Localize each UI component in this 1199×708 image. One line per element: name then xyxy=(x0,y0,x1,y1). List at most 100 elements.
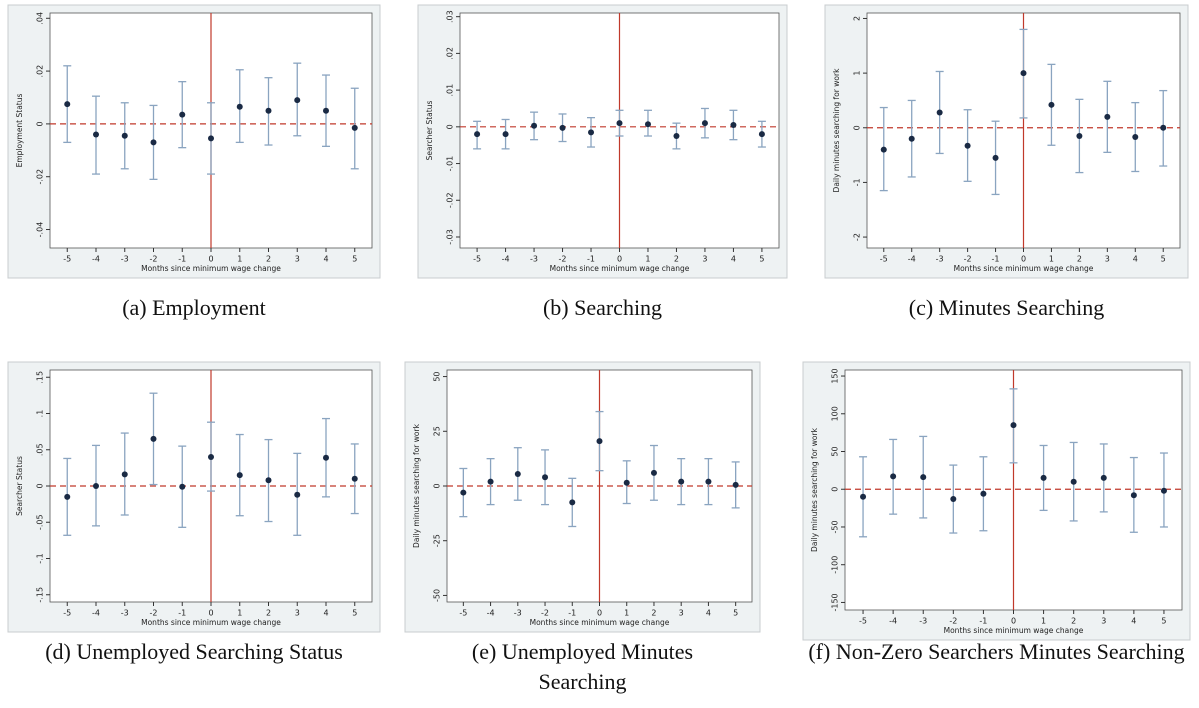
x-tick-label: 0 xyxy=(617,255,622,264)
x-tick-label: -2 xyxy=(150,255,158,264)
point-estimate xyxy=(460,489,467,496)
x-tick-label: 1 xyxy=(645,255,650,264)
point-estimate xyxy=(758,131,765,138)
y-tick-label: 0 xyxy=(433,483,442,488)
x-tick-label: 5 xyxy=(352,255,357,264)
y-tick-label: 2 xyxy=(853,16,862,21)
y-axis-label: Searcher Status xyxy=(425,101,434,161)
x-tick-label: -1 xyxy=(178,609,186,618)
point-estimate xyxy=(559,124,566,131)
y-tick-label: 100 xyxy=(831,406,840,421)
y-tick-label: -.02 xyxy=(36,169,45,185)
point-estimate xyxy=(1048,101,1055,108)
point-estimate xyxy=(616,120,623,127)
point-estimate xyxy=(351,475,358,482)
caption: (e) Unemployed Minutes Searching xyxy=(471,639,694,694)
x-tick-label: -1 xyxy=(587,255,595,264)
x-tick-label: 5 xyxy=(759,255,764,264)
x-tick-label: 0 xyxy=(597,609,602,618)
point-estimate xyxy=(150,139,157,146)
x-tick-label: -3 xyxy=(121,255,129,264)
point-estimate xyxy=(860,493,867,500)
point-estimate xyxy=(1076,132,1083,139)
caption: (f) Non-Zero Searchers Minutes Searching xyxy=(808,639,1185,664)
point-estimate xyxy=(673,133,680,140)
x-tick-label: -5 xyxy=(459,609,467,618)
point-estimate xyxy=(531,122,538,129)
x-tick-label: 1 xyxy=(237,609,242,618)
point-estimate xyxy=(678,478,685,485)
x-tick-label: 1 xyxy=(1041,617,1046,626)
y-tick-label: -100 xyxy=(831,556,840,574)
point-estimate xyxy=(596,438,603,445)
point-estimate xyxy=(179,483,186,490)
point-estimate xyxy=(1010,422,1017,429)
y-tick-label: 1 xyxy=(853,71,862,76)
point-estimate xyxy=(950,496,957,503)
y-axis-label: Daily minutes searching for work xyxy=(810,427,819,552)
chart-panel: -50 -25 0 25 50 -5 -4 -3 -2 -1 0 1 2 3 4 5 Months since … xyxy=(404,361,761,633)
x-tick-label: 3 xyxy=(702,255,707,264)
point-estimate xyxy=(992,154,999,161)
x-tick-label: 2 xyxy=(266,609,271,618)
point-estimate xyxy=(351,124,358,131)
x-tick-label: 1 xyxy=(237,255,242,264)
x-tick-label: 3 xyxy=(679,609,684,618)
x-tick-label: 4 xyxy=(706,609,711,618)
point-estimate xyxy=(208,454,214,460)
point-estimate xyxy=(623,479,630,486)
x-tick-label: -4 xyxy=(92,609,100,618)
point-estimate xyxy=(964,142,971,149)
point-estimate xyxy=(93,483,99,489)
chart-panel: -2 -1 0 1 2 -5 -4 -3 -2 -1 0 1 2 3 4 5 Months since mini… xyxy=(824,4,1189,279)
x-tick-label: -3 xyxy=(121,609,129,618)
x-axis-label: Months since minimum wage change xyxy=(954,264,1094,273)
point-estimate xyxy=(236,472,243,479)
x-tick-label: -3 xyxy=(936,255,944,264)
x-tick-label: -3 xyxy=(919,617,927,626)
x-tick-label: -1 xyxy=(178,255,186,264)
y-tick-label: 50 xyxy=(433,371,442,381)
point-estimate xyxy=(514,470,521,477)
point-estimate xyxy=(64,493,71,500)
point-estimate xyxy=(908,135,915,142)
point-estimate xyxy=(650,469,657,476)
point-estimate xyxy=(920,474,927,481)
chart-panel: -.15 -.1 -.05 0 .05 .1 .15 -5 -4 -3 -2 -1 0 1 2 3 4 5 Mont… xyxy=(7,361,381,633)
y-tick-label: 150 xyxy=(831,368,840,383)
x-tick-label: -3 xyxy=(514,609,522,618)
y-axis-label: Daily minutes searching for work xyxy=(832,68,841,193)
y-tick-label: 0 xyxy=(36,121,45,126)
y-tick-label: -25 xyxy=(433,534,442,547)
point-estimate xyxy=(236,103,243,110)
point-estimate xyxy=(474,131,481,138)
y-tick-label: -.01 xyxy=(446,156,455,172)
x-tick-label: 4 xyxy=(1131,617,1136,626)
point-estimate xyxy=(730,121,737,128)
x-tick-label: -4 xyxy=(889,617,897,626)
point-estimate xyxy=(502,131,509,138)
x-tick-label: 2 xyxy=(1071,617,1076,626)
point-estimate xyxy=(644,121,651,128)
x-axis-label: Months since minimum wage change xyxy=(141,264,281,273)
point-estimate xyxy=(1160,487,1167,494)
x-tick-label: 4 xyxy=(1133,255,1138,264)
point-estimate xyxy=(880,146,887,153)
caption: (c) Minutes Searching xyxy=(908,295,1105,320)
x-tick-label: 4 xyxy=(731,255,736,264)
x-tick-label: 4 xyxy=(323,609,328,618)
y-tick-label: .03 xyxy=(446,10,455,23)
x-tick-label: -1 xyxy=(568,609,576,618)
x-tick-label: 3 xyxy=(1101,617,1106,626)
x-tick-label: -2 xyxy=(559,255,567,264)
point-estimate xyxy=(569,499,576,506)
y-tick-label: -1 xyxy=(853,178,862,186)
point-estimate xyxy=(1100,474,1107,481)
x-tick-label: -3 xyxy=(530,255,538,264)
chart-panel: -.03 -.02 -.01 0 .01 .02 .03 -5 -4 -3 -2 -1 0 1 2 3 4 5 Mo… xyxy=(417,4,788,279)
x-tick-label: 0 xyxy=(208,255,213,264)
y-tick-label: -2 xyxy=(853,233,862,241)
point-estimate xyxy=(323,107,329,114)
point-estimate xyxy=(936,109,943,116)
